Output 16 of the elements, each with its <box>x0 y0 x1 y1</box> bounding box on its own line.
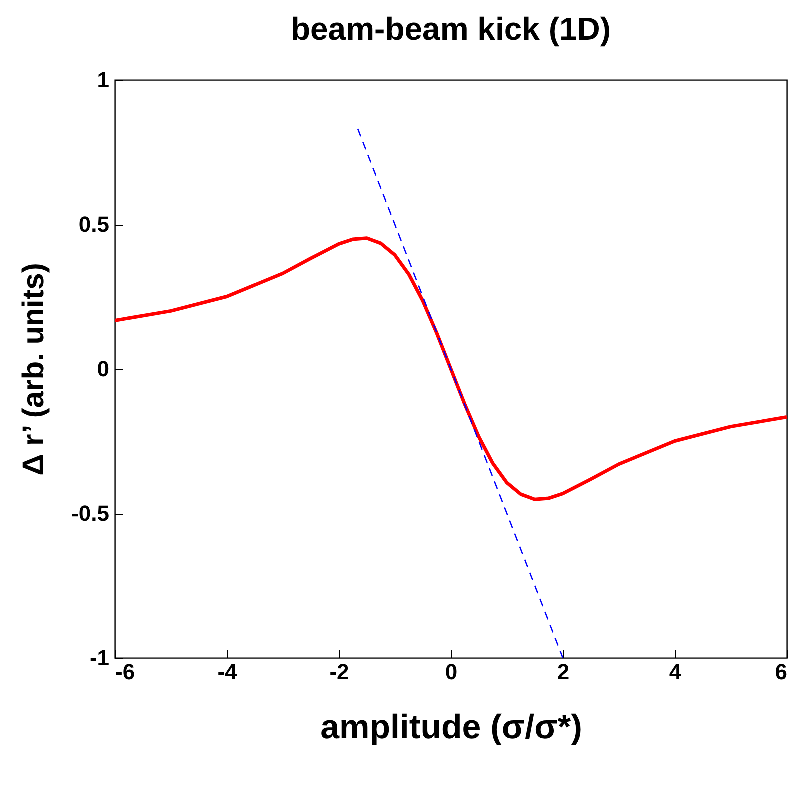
x-tick-label: 0 <box>445 660 458 684</box>
x-tick-label: -4 <box>218 660 238 684</box>
x-axis-title: amplitude (σ/σ*) <box>320 708 582 746</box>
x-tick-label: 4 <box>669 660 682 684</box>
x-tick-label: -6 <box>116 660 136 684</box>
x-tick-label: 6 <box>775 660 788 684</box>
y-tick-label: -0.5 <box>72 501 110 526</box>
y-axis-title: Δ r’ (arb. units) <box>18 263 51 476</box>
x-tick-label: 2 <box>557 660 570 684</box>
y-tick-label: -1 <box>90 646 110 670</box>
line-series <box>115 236 787 502</box>
y-tick-label: 0.5 <box>78 212 110 237</box>
x-tick-label: -2 <box>330 660 350 684</box>
chart-title: beam-beam kick (1D) <box>290 11 612 47</box>
y-tick-label: 0 <box>97 356 110 382</box>
y-tick-label: 1 <box>97 68 110 92</box>
